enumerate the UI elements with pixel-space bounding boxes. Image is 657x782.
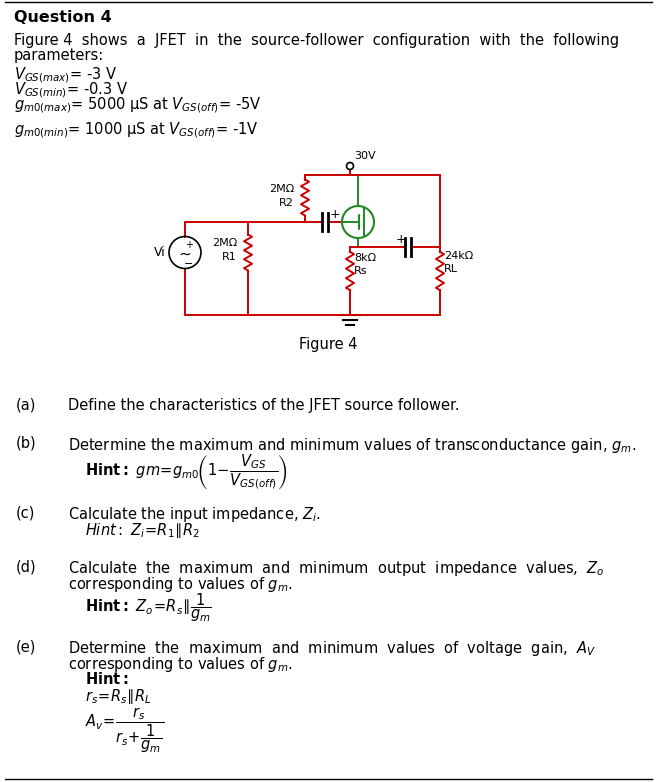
Text: parameters:: parameters: <box>14 48 104 63</box>
Text: corresponding to values of $g_m$.: corresponding to values of $g_m$. <box>68 655 293 674</box>
Text: $g_{m0(max)}$= 5000 μS at $V_{GS(off)}$= -5V: $g_{m0(max)}$= 5000 μS at $V_{GS(off)}$=… <box>14 95 261 115</box>
Text: 30V: 30V <box>354 151 376 161</box>
Text: (c): (c) <box>16 505 35 520</box>
Text: (b): (b) <box>16 436 37 451</box>
Text: $V_{GS(min)}$= -0.3 V: $V_{GS(min)}$= -0.3 V <box>14 80 128 99</box>
Text: $\mathbf{Hint:}\ gm\!=\!g_{m0}\!\left(1\!-\!\dfrac{V_{GS}}{V_{GS(off)}}\right)$: $\mathbf{Hint:}\ gm\!=\!g_{m0}\!\left(1\… <box>85 453 288 492</box>
Text: Figure 4: Figure 4 <box>299 337 357 352</box>
Text: Rs: Rs <box>354 266 367 276</box>
Text: $A_v\!=\!\dfrac{r_s}{r_s\!+\!\dfrac{1}{g_m}}$: $A_v\!=\!\dfrac{r_s}{r_s\!+\!\dfrac{1}{g… <box>85 705 164 755</box>
Text: ~: ~ <box>179 247 191 262</box>
Text: +: + <box>330 208 340 221</box>
Text: Vi: Vi <box>154 246 166 260</box>
Text: Define the characteristics of the JFET source follower.: Define the characteristics of the JFET s… <box>68 398 459 413</box>
Text: Question 4: Question 4 <box>14 10 112 25</box>
Text: (e): (e) <box>16 639 36 654</box>
Text: Determine the maximum and minimum values of transconductance gain, $g_m$.: Determine the maximum and minimum values… <box>68 436 636 455</box>
Text: R2: R2 <box>279 198 294 207</box>
Text: +: + <box>396 233 407 246</box>
Text: (d): (d) <box>16 559 37 574</box>
Text: $r_s\!=\!R_s\!\parallel\!R_L$: $r_s\!=\!R_s\!\parallel\!R_L$ <box>85 687 152 706</box>
Text: $V_{GS(max)}$= -3 V: $V_{GS(max)}$= -3 V <box>14 65 117 84</box>
Text: $\mathbf{Hint:}\ Z_o\!=\!R_s\!\parallel\!\dfrac{1}{g_m}$: $\mathbf{Hint:}\ Z_o\!=\!R_s\!\parallel\… <box>85 591 212 623</box>
Text: 2MΩ: 2MΩ <box>269 184 294 193</box>
Text: $g_{m0(min)}$= 1000 μS at $V_{GS(off)}$= -1V: $g_{m0(min)}$= 1000 μS at $V_{GS(off)}$=… <box>14 120 259 140</box>
Text: −: − <box>185 260 194 270</box>
Text: $\mathbf{Hint:}$: $\mathbf{Hint:}$ <box>85 671 129 687</box>
Text: 8kΩ: 8kΩ <box>354 253 376 263</box>
Text: Figure 4  shows  a  JFET  in  the  source-follower  configuration  with  the  fo: Figure 4 shows a JFET in the source-foll… <box>14 33 619 48</box>
Text: $\mathit{Hint:}\ Z_i\!=\!R_1\!\parallel\!R_2$: $\mathit{Hint:}\ Z_i\!=\!R_1\!\parallel\… <box>85 521 200 540</box>
Text: Determine  the  maximum  and  minimum  values  of  voltage  gain,  $A_V$: Determine the maximum and minimum values… <box>68 639 596 658</box>
Text: R1: R1 <box>222 253 237 263</box>
Text: corresponding to values of $g_m$.: corresponding to values of $g_m$. <box>68 575 293 594</box>
Text: 24kΩ: 24kΩ <box>444 251 473 261</box>
Text: Calculate the input impedance, $Z_i$.: Calculate the input impedance, $Z_i$. <box>68 505 321 524</box>
Text: +: + <box>185 239 193 249</box>
Text: 2MΩ: 2MΩ <box>212 239 237 249</box>
Text: RL: RL <box>444 264 458 274</box>
Text: (a): (a) <box>16 398 36 413</box>
Text: Calculate  the  maximum  and  minimum  output  impedance  values,  $Z_o$: Calculate the maximum and minimum output… <box>68 559 604 578</box>
